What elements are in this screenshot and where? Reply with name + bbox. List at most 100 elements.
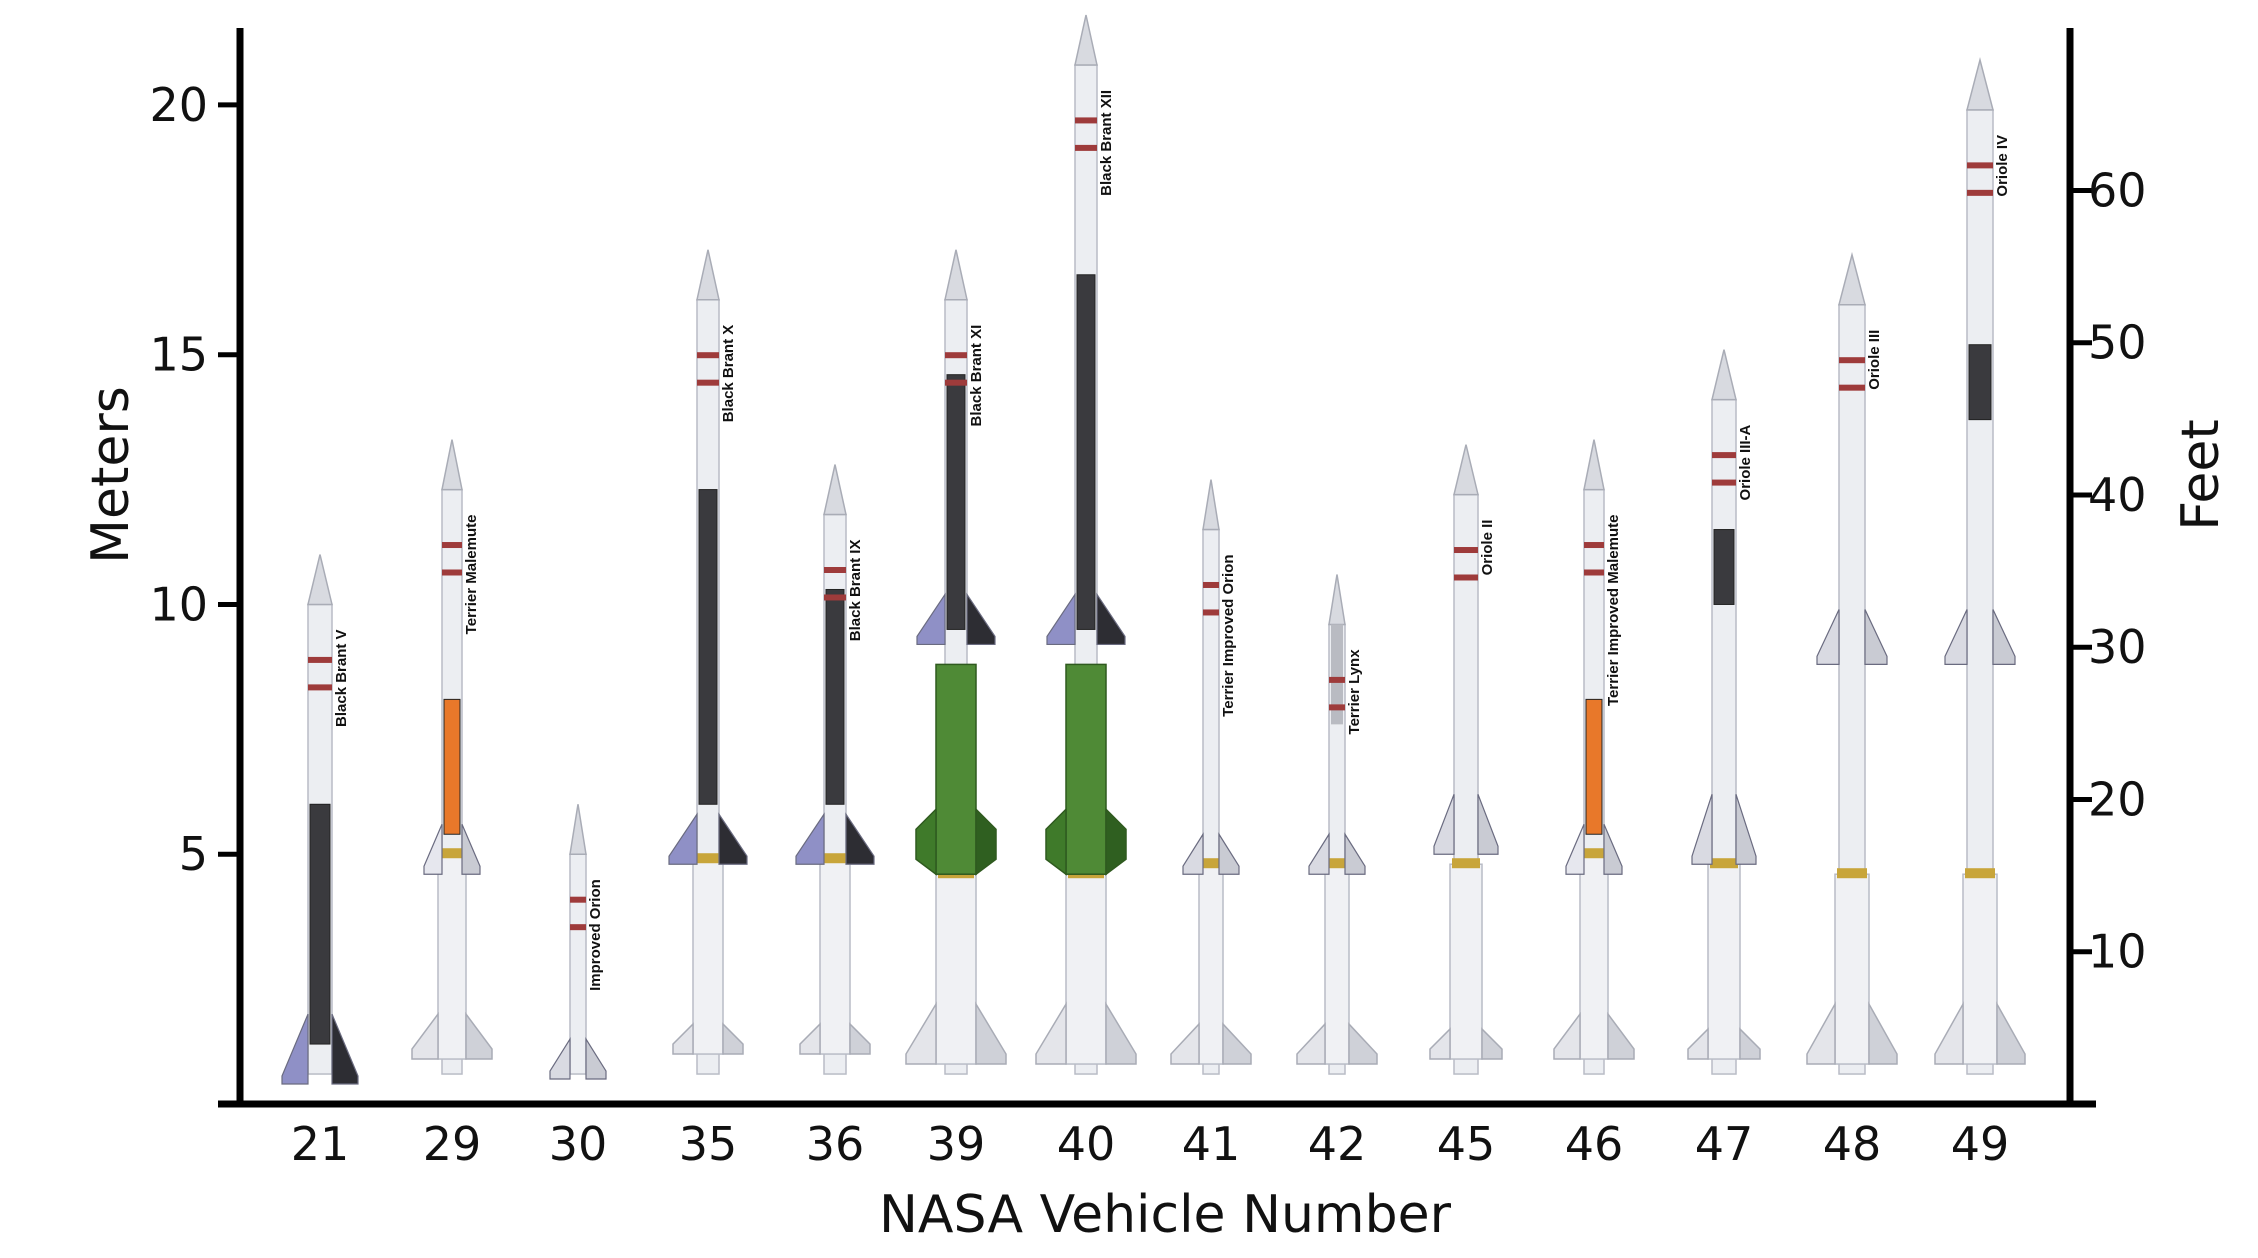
- nose-cone: [1202, 479, 1220, 531]
- x-tick-label: 21: [291, 1117, 350, 1171]
- payload-stripe: [1712, 452, 1736, 459]
- booster-fin-right: [1996, 1001, 2026, 1065]
- fin-right: [718, 812, 748, 865]
- interstage-band: [1837, 868, 1867, 879]
- booster-stage: [819, 858, 851, 1055]
- rocket-vehicle-48: Oriole III 48: [1806, 251, 1898, 1171]
- main-motor: [1713, 529, 1735, 605]
- rocket-vehicle-42: Terrier Lynx 42: [1296, 574, 1378, 1171]
- booster-fin-left: [1035, 1001, 1067, 1065]
- nose-cone: [307, 554, 333, 606]
- main-motor: [698, 489, 718, 805]
- nose-cone: [1838, 251, 1866, 306]
- rocket-name-label: Black Brant X: [720, 325, 737, 423]
- nose-cone: [1328, 574, 1346, 626]
- booster-fin-left: [1170, 1022, 1200, 1065]
- main-motor: [1076, 274, 1096, 630]
- y2-tick-label: 30: [2088, 620, 2147, 674]
- fin-right: [585, 1036, 607, 1080]
- fin-right: [331, 1013, 359, 1085]
- interstage-band: [1582, 848, 1606, 859]
- x-tick-label: 29: [423, 1117, 482, 1171]
- axes: 5 10 15 20 10 20 30 40 50 60: [149, 28, 2147, 1108]
- booster-stage: [1065, 873, 1107, 1065]
- interstage-band: [1965, 868, 1995, 879]
- rockets: Black Brant V 21 Terrier Malemute 29 Improve…: [281, 14, 2026, 1171]
- booster-stage: [1579, 853, 1609, 1060]
- rocket-vehicle-49: Oriole IV 49: [1934, 56, 2026, 1171]
- fin-left: [1691, 794, 1713, 865]
- interstage-band: [1452, 858, 1480, 869]
- booster-fin-right: [849, 1022, 871, 1055]
- payload-stripe: [1712, 479, 1736, 486]
- rocket-vehicle-29: Terrier Malemute 29: [411, 439, 493, 1171]
- y2-tick-label: 10: [2088, 925, 2147, 979]
- fin-right: [845, 812, 875, 865]
- payload-stripe: [1075, 117, 1097, 124]
- rocket-name-label: Oriole III-A: [1737, 424, 1754, 500]
- rocket-name-label: Oriole II: [1479, 520, 1496, 576]
- y-tick-label: 5: [179, 827, 208, 881]
- rocket-name-label: Terrier Lynx: [1346, 649, 1363, 735]
- payload-stripe: [442, 542, 462, 549]
- payload-stripe: [824, 567, 846, 573]
- payload-stripe: [1203, 581, 1219, 588]
- payload-stripe: [824, 594, 846, 601]
- booster-stage: [437, 853, 467, 1060]
- terrier-fin-left: [915, 807, 937, 876]
- booster-fin-right: [1481, 1027, 1503, 1060]
- fin-right: [1864, 609, 1888, 666]
- rocket-vehicle-36: Black Brant IX 36: [795, 464, 875, 1171]
- x-tick-label: 47: [1695, 1117, 1754, 1171]
- nose-cone: [1583, 439, 1605, 491]
- y-tick-label: 15: [149, 328, 208, 382]
- payload-stripe: [697, 379, 719, 386]
- terrier-fin-right: [975, 807, 997, 876]
- rocket-name-label: Black Brant IX: [847, 540, 864, 642]
- y-tick-label: 20: [149, 78, 208, 132]
- payload-stripe: [1584, 569, 1604, 576]
- interstage-band: [822, 853, 848, 864]
- payload-section: [1331, 624, 1343, 725]
- payload-stripe: [697, 352, 719, 359]
- fin-right: [1477, 794, 1499, 855]
- y2-tick-label: 40: [2088, 468, 2147, 522]
- booster-fin-right: [1222, 1022, 1252, 1065]
- nose-cone: [823, 464, 847, 516]
- rocket-body: [569, 853, 587, 1075]
- fin-right: [966, 592, 996, 646]
- fin-right: [1344, 832, 1366, 875]
- nose-cone: [944, 249, 968, 301]
- fin-left: [916, 592, 946, 646]
- booster-fin-left: [411, 1011, 439, 1060]
- x-axis-title: NASA Vehicle Number: [879, 1185, 1452, 1245]
- main-motor: [443, 698, 461, 835]
- y-axis-title-left: Meters: [81, 386, 141, 564]
- fin-left: [1182, 832, 1204, 875]
- booster-fin-left: [799, 1022, 821, 1055]
- y-axis-title-right: Feet: [2171, 419, 2231, 530]
- x-tick-label: 48: [1823, 1117, 1882, 1171]
- fin-right: [1992, 609, 2016, 666]
- payload-stripe: [308, 656, 332, 663]
- y2-tick-label: 60: [2088, 163, 2147, 217]
- nose-cone: [1453, 444, 1479, 496]
- booster-fin-right: [465, 1011, 493, 1060]
- rocket-name-label: Oriole IV: [1994, 135, 2011, 197]
- rocket-vehicle-30: Improved Orion 30: [549, 804, 607, 1171]
- x-tick-label: 36: [806, 1117, 865, 1171]
- rocket-vehicle-46: Terrier Improved Malemute 46: [1553, 439, 1635, 1171]
- booster-fin-right: [1105, 1001, 1137, 1065]
- fin-left: [281, 1013, 309, 1085]
- rocket-vehicle-21: Black Brant V 21: [281, 554, 359, 1171]
- rocket-name-label: Black Brant XI: [968, 325, 985, 427]
- fin-left: [1433, 794, 1455, 855]
- payload-stripe: [1967, 189, 1993, 196]
- fin-right: [1603, 824, 1623, 875]
- x-tick-label: 45: [1437, 1117, 1496, 1171]
- booster-stage: [1962, 873, 1998, 1065]
- fin-left: [1565, 824, 1585, 875]
- booster-stage: [1834, 873, 1870, 1065]
- main-motor: [309, 803, 331, 1045]
- x-tick-label: 46: [1565, 1117, 1624, 1171]
